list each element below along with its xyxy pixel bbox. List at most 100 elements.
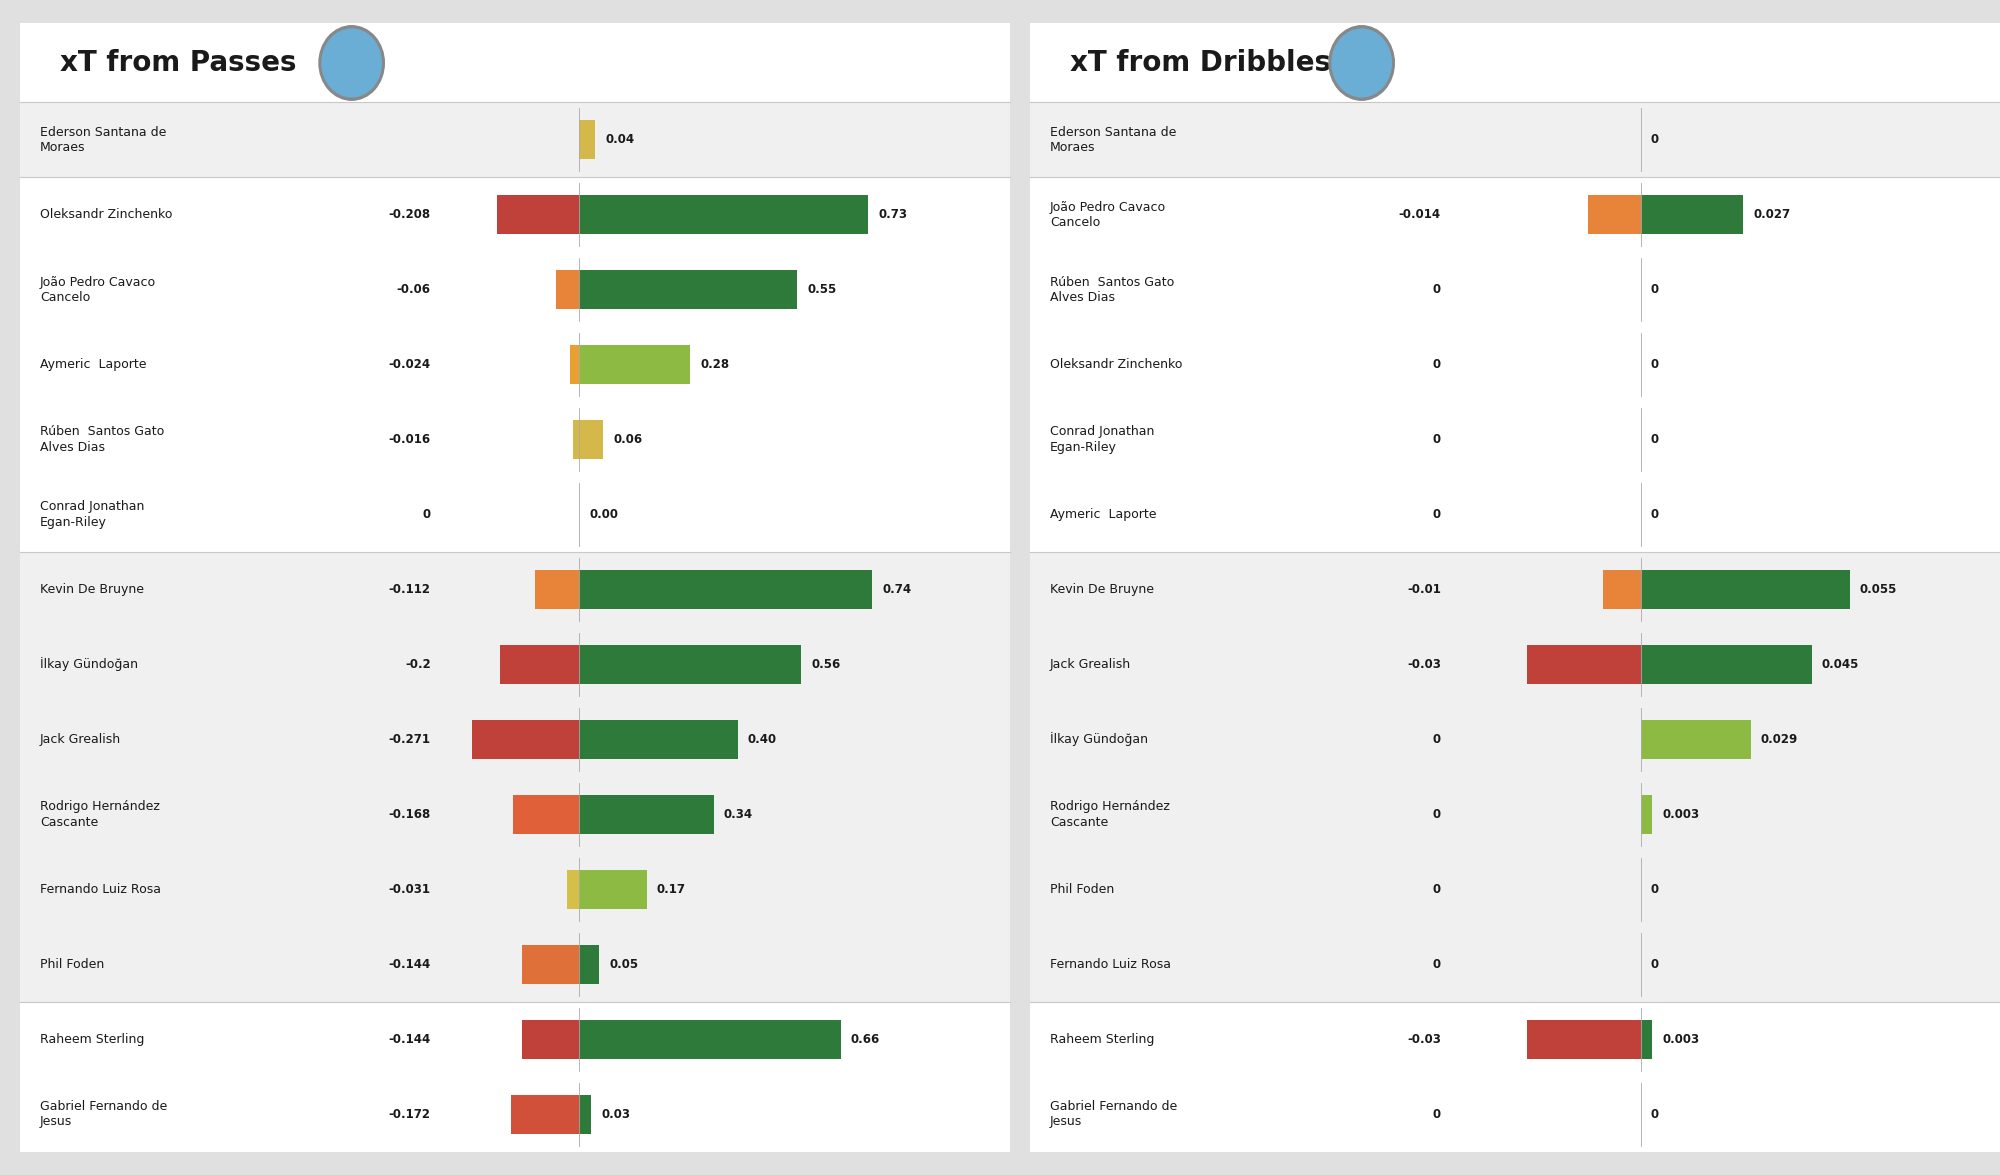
Text: 0: 0	[1432, 1108, 1440, 1121]
Bar	[1526, 645, 1640, 684]
Text: Phil Foden: Phil Foden	[1050, 882, 1114, 895]
Text: 0: 0	[1650, 508, 1658, 521]
Bar	[1030, 627, 2000, 701]
Bar	[1030, 328, 2000, 402]
Text: 0.34: 0.34	[724, 807, 754, 821]
Text: 0: 0	[1432, 882, 1440, 895]
Text: 0: 0	[1650, 958, 1658, 971]
Text: Raheem Sterling: Raheem Sterling	[40, 1033, 144, 1046]
Text: -0.144: -0.144	[388, 958, 430, 971]
Text: Kevin De Bruyne: Kevin De Bruyne	[40, 583, 144, 596]
Text: 0.045: 0.045	[1822, 658, 1860, 671]
Bar	[580, 720, 738, 759]
Text: 0: 0	[1650, 434, 1658, 446]
Bar	[570, 345, 580, 384]
Text: 0.003: 0.003	[1662, 1033, 1700, 1046]
Text: 0: 0	[1650, 358, 1658, 371]
Text: Ederson Santana de
Moraes: Ederson Santana de Moraes	[1050, 126, 1176, 154]
Bar	[1640, 195, 1744, 234]
Text: 0: 0	[1650, 283, 1658, 296]
Bar	[580, 270, 798, 309]
Text: 0.05: 0.05	[610, 958, 638, 971]
Bar	[20, 253, 1010, 328]
Bar	[1030, 477, 2000, 552]
Text: 0.04: 0.04	[606, 134, 634, 147]
Bar	[1030, 1001, 2000, 1076]
Bar	[1030, 24, 2000, 102]
Bar	[20, 1001, 1010, 1076]
Text: João Pedro Cavaco
Cancelo: João Pedro Cavaco Cancelo	[1050, 201, 1166, 229]
Bar	[568, 870, 580, 908]
Bar	[1030, 701, 2000, 777]
Text: Conrad Jonathan
Egan-Riley: Conrad Jonathan Egan-Riley	[40, 501, 144, 529]
Bar	[580, 794, 714, 834]
Circle shape	[1332, 29, 1392, 96]
Text: xT from Passes: xT from Passes	[60, 49, 296, 78]
Text: 0.029: 0.029	[1760, 733, 1798, 746]
Bar	[472, 720, 580, 759]
Bar	[580, 195, 868, 234]
Bar	[1030, 253, 2000, 328]
Circle shape	[1328, 26, 1394, 100]
Text: Jack Grealish: Jack Grealish	[1050, 658, 1130, 671]
Text: -0.271: -0.271	[388, 733, 430, 746]
Bar	[522, 1020, 580, 1059]
Bar	[20, 777, 1010, 852]
Bar	[20, 102, 1010, 177]
Bar	[522, 945, 580, 983]
Text: Rúben  Santos Gato
Alves Dias: Rúben Santos Gato Alves Dias	[1050, 276, 1174, 304]
Bar	[500, 645, 580, 684]
Circle shape	[318, 26, 384, 100]
Bar	[20, 927, 1010, 1001]
Text: 0.28: 0.28	[700, 358, 730, 371]
Bar	[496, 195, 580, 234]
Bar	[512, 794, 580, 834]
Bar	[1640, 794, 1652, 834]
Text: 0: 0	[1432, 807, 1440, 821]
Text: -0.2: -0.2	[406, 658, 430, 671]
Bar	[1030, 402, 2000, 477]
Bar	[20, 402, 1010, 477]
Text: 0.003: 0.003	[1662, 807, 1700, 821]
Bar	[20, 627, 1010, 701]
Text: 0.40: 0.40	[748, 733, 776, 746]
Text: Kevin De Bruyne: Kevin De Bruyne	[1050, 583, 1154, 596]
Text: 0: 0	[1650, 1108, 1658, 1121]
Text: 0.03: 0.03	[602, 1108, 630, 1121]
Bar	[20, 24, 1010, 102]
Bar	[1030, 777, 2000, 852]
Text: 0: 0	[1432, 958, 1440, 971]
Text: -0.031: -0.031	[388, 882, 430, 895]
Text: -0.144: -0.144	[388, 1033, 430, 1046]
Text: 0.73: 0.73	[878, 208, 908, 221]
Text: 0: 0	[422, 508, 430, 521]
Text: 0.56: 0.56	[812, 658, 840, 671]
Text: İlkay Gündoğan: İlkay Gündoğan	[40, 658, 138, 671]
Bar	[580, 421, 604, 459]
Text: -0.112: -0.112	[388, 583, 430, 596]
Text: Fernando Luiz Rosa: Fernando Luiz Rosa	[1050, 958, 1170, 971]
Text: Oleksandr Zinchenko: Oleksandr Zinchenko	[1050, 358, 1182, 371]
Bar	[580, 945, 600, 983]
Bar	[580, 121, 596, 160]
Bar	[580, 345, 690, 384]
Bar	[1640, 720, 1752, 759]
Text: 0.55: 0.55	[808, 283, 836, 296]
Bar	[1588, 195, 1640, 234]
Text: Gabriel Fernando de
Jesus: Gabriel Fernando de Jesus	[40, 1100, 168, 1128]
Text: 0.66: 0.66	[850, 1033, 880, 1046]
Text: 0: 0	[1432, 358, 1440, 371]
Text: Raheem Sterling: Raheem Sterling	[1050, 1033, 1154, 1046]
Bar	[20, 701, 1010, 777]
Text: Oleksandr Zinchenko: Oleksandr Zinchenko	[40, 208, 172, 221]
Bar	[20, 328, 1010, 402]
Text: Ederson Santana de
Moraes: Ederson Santana de Moraes	[40, 126, 166, 154]
Bar	[1526, 1020, 1640, 1059]
Text: Gabriel Fernando de
Jesus: Gabriel Fernando de Jesus	[1050, 1100, 1178, 1128]
Text: Aymeric  Laporte: Aymeric Laporte	[1050, 508, 1156, 521]
Text: 0: 0	[1432, 508, 1440, 521]
Bar	[1030, 177, 2000, 253]
Text: Rodrigo Hernández
Cascante: Rodrigo Hernández Cascante	[40, 800, 160, 828]
Bar	[1030, 552, 2000, 627]
Text: -0.03: -0.03	[1406, 1033, 1440, 1046]
